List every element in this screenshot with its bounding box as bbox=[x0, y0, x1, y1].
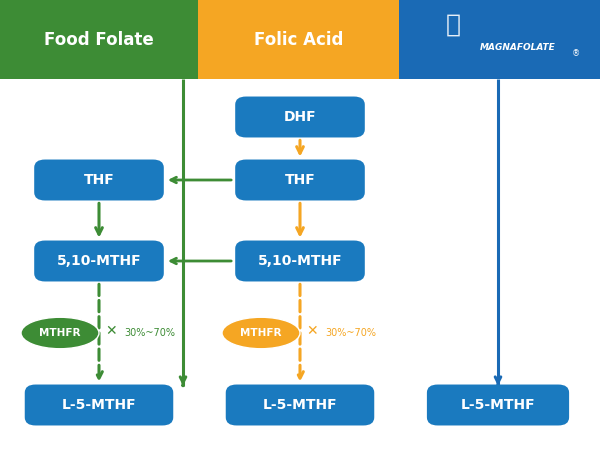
Text: THF: THF bbox=[83, 173, 115, 187]
Text: 30%~70%: 30%~70% bbox=[125, 328, 176, 338]
Text: ✕: ✕ bbox=[105, 324, 117, 338]
Ellipse shape bbox=[21, 317, 99, 349]
FancyBboxPatch shape bbox=[226, 384, 374, 426]
Text: 🐬: 🐬 bbox=[445, 13, 461, 37]
FancyBboxPatch shape bbox=[235, 160, 365, 201]
Text: MTHFR: MTHFR bbox=[240, 328, 282, 338]
FancyBboxPatch shape bbox=[427, 384, 569, 426]
FancyBboxPatch shape bbox=[235, 240, 365, 282]
Text: Folic Acid: Folic Acid bbox=[254, 31, 343, 49]
Text: Food Folate: Food Folate bbox=[44, 31, 154, 49]
Text: ®: ® bbox=[572, 50, 580, 58]
Text: 5,10-MTHF: 5,10-MTHF bbox=[257, 254, 343, 268]
Text: THF: THF bbox=[284, 173, 316, 187]
Text: L-5-MTHF: L-5-MTHF bbox=[263, 398, 337, 412]
Text: 30%~70%: 30%~70% bbox=[325, 328, 377, 338]
FancyBboxPatch shape bbox=[399, 0, 600, 79]
Text: MAGNAFOLATE: MAGNAFOLATE bbox=[480, 43, 556, 52]
FancyBboxPatch shape bbox=[34, 240, 164, 282]
Text: DHF: DHF bbox=[284, 110, 316, 124]
FancyBboxPatch shape bbox=[0, 0, 198, 79]
Text: L-5-MTHF: L-5-MTHF bbox=[461, 398, 535, 412]
Text: 5,10-MTHF: 5,10-MTHF bbox=[56, 254, 142, 268]
FancyBboxPatch shape bbox=[198, 0, 399, 79]
FancyBboxPatch shape bbox=[34, 160, 164, 201]
Text: L-5-MTHF: L-5-MTHF bbox=[62, 398, 136, 412]
Text: MTHFR: MTHFR bbox=[39, 328, 81, 338]
FancyBboxPatch shape bbox=[235, 97, 365, 138]
Ellipse shape bbox=[222, 317, 300, 349]
FancyBboxPatch shape bbox=[25, 384, 173, 426]
Text: ✕: ✕ bbox=[306, 324, 318, 338]
